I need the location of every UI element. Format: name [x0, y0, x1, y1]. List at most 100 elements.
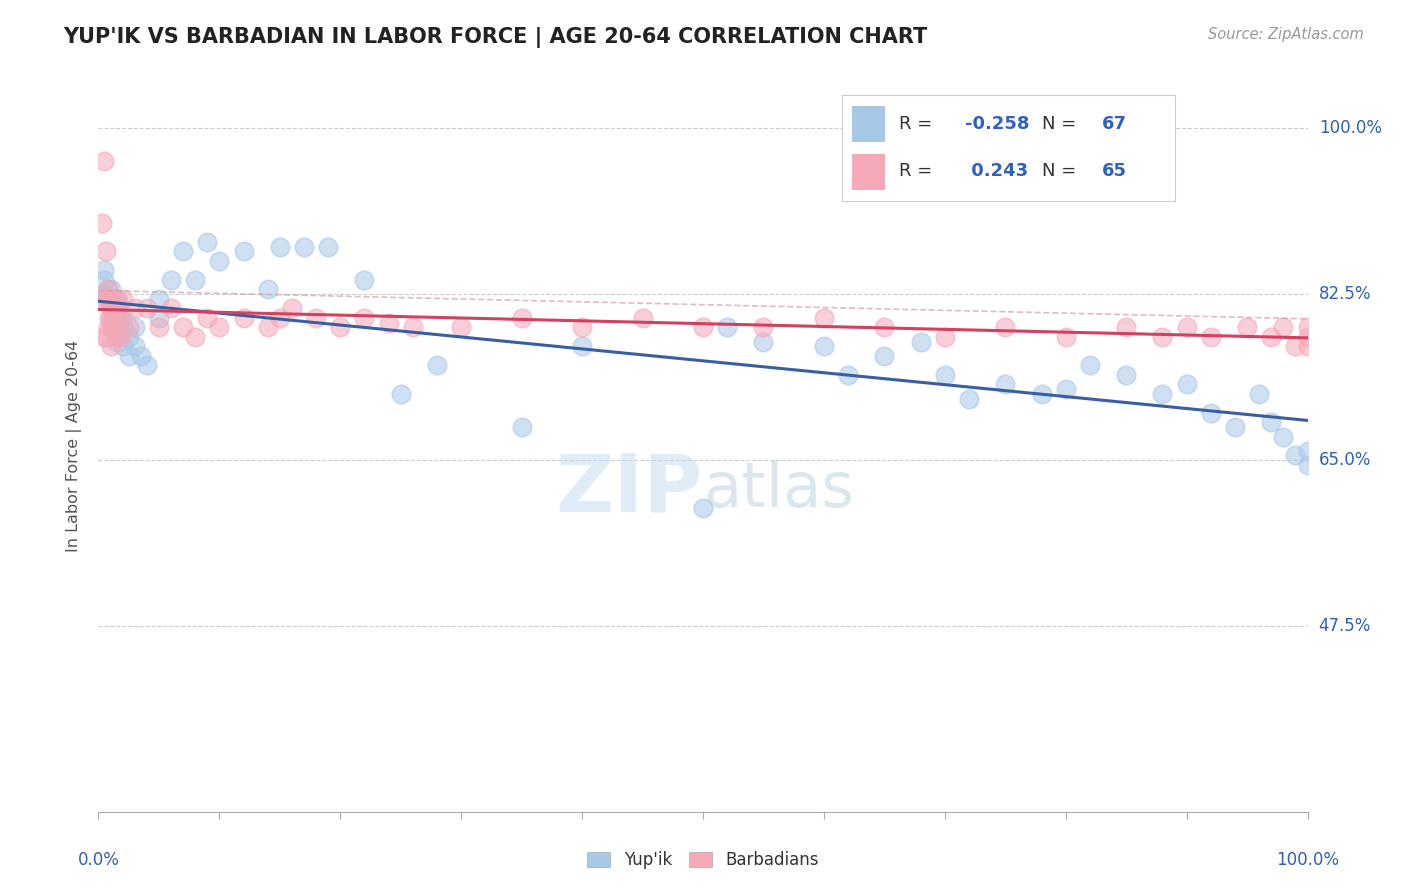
Point: [103, 320, 125, 334]
Point: [100, 301, 122, 316]
Point: [353, 273, 375, 287]
Point: [129, 349, 152, 363]
Point: [1284, 449, 1306, 463]
Point: [1175, 377, 1198, 392]
Point: [813, 310, 835, 325]
Point: [105, 310, 128, 325]
Point: [281, 301, 304, 316]
Point: [1249, 386, 1271, 401]
Point: [97, 282, 120, 296]
Text: 82.5%: 82.5%: [1319, 285, 1371, 303]
Point: [1054, 382, 1077, 396]
Point: [389, 386, 412, 401]
Point: [934, 330, 956, 344]
Point: [108, 330, 131, 344]
Point: [172, 244, 194, 259]
Point: [1296, 443, 1319, 458]
Point: [1078, 358, 1101, 372]
Text: 47.5%: 47.5%: [1319, 617, 1371, 635]
Point: [1296, 339, 1319, 353]
Point: [105, 320, 128, 334]
Point: [329, 320, 352, 334]
Text: atlas: atlas: [703, 460, 853, 520]
Point: [111, 292, 134, 306]
Point: [100, 339, 122, 353]
Point: [111, 310, 134, 325]
Legend: Yup'ik, Barbadians: Yup'ik, Barbadians: [588, 851, 818, 869]
Point: [184, 273, 207, 287]
Point: [105, 334, 128, 349]
Point: [910, 334, 932, 349]
Point: [94, 244, 117, 259]
Point: [813, 339, 835, 353]
Point: [93, 292, 115, 306]
Point: [934, 368, 956, 382]
Y-axis label: In Labor Force | Age 20-64: In Labor Force | Age 20-64: [66, 340, 83, 552]
Point: [1272, 320, 1295, 334]
Point: [873, 349, 896, 363]
Point: [1223, 420, 1246, 434]
Point: [1260, 330, 1282, 344]
Point: [426, 358, 449, 372]
Point: [135, 301, 157, 316]
Point: [316, 239, 339, 253]
Point: [269, 239, 291, 253]
Point: [148, 292, 170, 306]
Point: [837, 368, 859, 382]
Point: [124, 320, 146, 334]
Point: [450, 320, 472, 334]
Point: [1152, 330, 1174, 344]
Point: [232, 310, 254, 325]
Point: [172, 320, 194, 334]
Point: [1296, 330, 1319, 344]
Text: 65.0%: 65.0%: [1319, 451, 1371, 469]
Point: [101, 310, 124, 325]
Point: [1175, 320, 1198, 334]
Point: [1054, 330, 1077, 344]
Point: [96, 292, 118, 306]
Point: [100, 301, 122, 316]
Point: [100, 282, 122, 296]
Point: [752, 320, 775, 334]
Point: [105, 310, 128, 325]
Text: 100.0%: 100.0%: [1277, 851, 1339, 869]
Point: [1296, 320, 1319, 334]
Point: [160, 273, 183, 287]
Point: [108, 310, 131, 325]
Point: [97, 282, 120, 296]
Text: 0.0%: 0.0%: [77, 851, 120, 869]
Point: [107, 301, 129, 316]
Text: ZIP: ZIP: [555, 450, 703, 529]
Point: [873, 320, 896, 334]
Point: [1236, 320, 1258, 334]
Point: [195, 310, 218, 325]
Point: [118, 320, 141, 334]
Text: Source: ZipAtlas.com: Source: ZipAtlas.com: [1208, 27, 1364, 42]
Point: [692, 320, 714, 334]
Point: [108, 330, 131, 344]
Point: [305, 310, 328, 325]
Point: [994, 377, 1017, 392]
Point: [93, 330, 115, 344]
Point: [353, 310, 375, 325]
Point: [124, 339, 146, 353]
Point: [994, 320, 1017, 334]
Point: [716, 320, 738, 334]
Point: [93, 287, 115, 301]
Point: [256, 320, 278, 334]
Point: [377, 316, 399, 330]
Point: [208, 320, 231, 334]
Point: [957, 392, 980, 406]
Point: [752, 334, 775, 349]
Point: [510, 310, 533, 325]
Point: [1272, 429, 1295, 443]
Point: [1260, 415, 1282, 429]
Point: [692, 500, 714, 515]
Point: [160, 301, 183, 316]
Point: [184, 330, 207, 344]
Point: [269, 310, 291, 325]
Point: [97, 292, 120, 306]
Point: [1115, 320, 1137, 334]
Point: [195, 235, 218, 249]
Point: [111, 320, 134, 334]
